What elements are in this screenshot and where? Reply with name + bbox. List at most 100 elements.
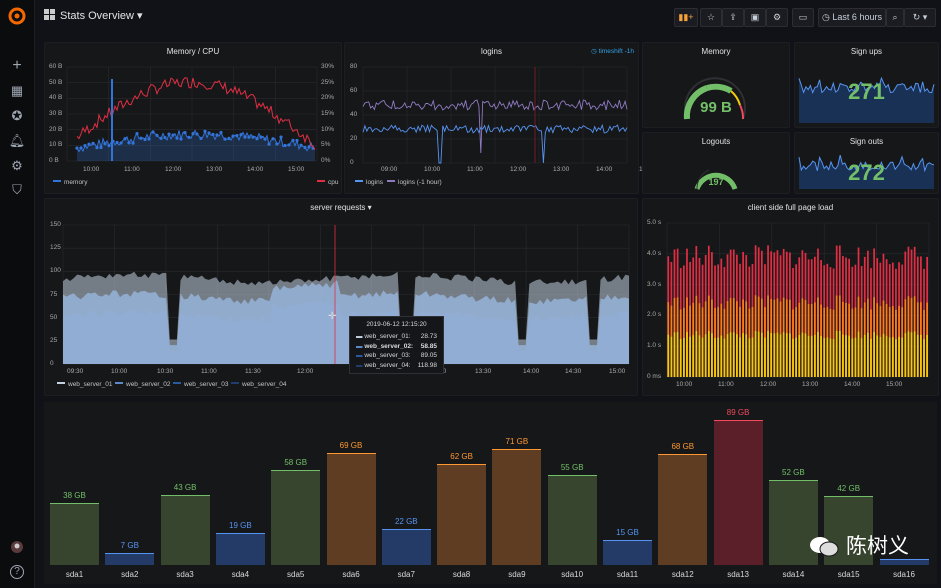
signups-value: 271 [848,79,885,104]
disk-bar[interactable] [50,502,99,565]
tooltip-series-value: 118.98 [417,361,437,369]
grafana-logo-icon[interactable] [0,6,34,29]
axis-tick-label: 0 ms [647,373,662,380]
zoom-out-icon[interactable]: ⌕ [886,8,904,27]
disk-bar[interactable] [492,449,542,565]
legend-web-server[interactable]: web_server_04 [231,381,286,388]
axis-tick-label: 0 [50,360,54,367]
axis-tick-label: 09:30 [67,368,84,375]
legend-logins[interactable]: logins [355,179,383,186]
disk-bar[interactable] [326,452,376,565]
legend-label: web_server_03 [184,381,229,388]
page-load-graph[interactable] [643,199,938,395]
axis-tick-label: 10 B [49,141,63,149]
load-bar-yellow [895,339,897,377]
legend-web-server[interactable]: web_server_02 [115,381,170,388]
cpu-series-line [76,77,316,150]
save-icon[interactable]: ▣ [744,8,766,27]
timeshift-info: ◷ timeshift -1h [591,47,634,55]
disk-bar[interactable] [105,552,155,565]
disk-bar[interactable] [271,470,321,565]
legend-label: web_server_01 [68,381,113,388]
axis-tick-label: 75 [50,290,58,298]
load-bar-yellow [820,336,822,377]
axis-tick-label: 60 [350,87,358,94]
disk-bar[interactable] [879,559,929,565]
disk-bar-value: 55 GB [560,463,584,473]
axis-tick-label: 0 B [49,157,59,164]
axis-tick-label: 0% [321,157,331,164]
axis-tick-label: 13:30 [475,368,492,375]
legend-web-server[interactable]: web_server_01 [57,381,112,388]
server-requests-graph[interactable]: ✛ [45,199,637,395]
dashboards-icon[interactable]: ▦ [10,83,24,98]
tooltip-series-name: web_server_01: [364,333,411,340]
signouts-value: 272 [848,160,885,185]
load-bar-yellow [923,339,925,377]
legend-label: cpu [328,179,339,186]
memory-area [77,130,315,161]
help-icon[interactable]: ? [0,565,34,579]
dashboard-picker[interactable]: Stats Overview ▾ [44,9,143,22]
load-bar-yellow [782,332,785,377]
disk-bar[interactable] [713,420,763,565]
disk-bar[interactable] [547,475,597,565]
load-bar-yellow [873,332,875,377]
legend-memory[interactable]: memory [53,179,87,186]
plus-icon[interactable]: + [12,57,22,74]
load-bar-yellow [773,333,776,377]
disk-bar[interactable] [658,454,708,565]
panel-title: Memory [701,47,731,56]
load-bar-yellow [742,333,744,377]
panel-title[interactable]: server requests ▾ [45,203,637,212]
load-bar-yellow [723,338,726,377]
caret-down-icon: ▾ [137,10,143,22]
memory-cpu-graph[interactable] [45,43,341,193]
disk-bar-name: sda3 [176,570,194,579]
settings-gear-icon[interactable]: ⚙ [766,8,788,27]
legend-web-server[interactable]: web_server_03 [173,381,228,388]
alerting-icon[interactable]: 🔔︎ [8,133,26,148]
disk-bar[interactable] [215,533,265,565]
sparkline-line [798,154,935,173]
signouts-sparkline [798,154,935,189]
disk-bar[interactable] [160,494,210,565]
axis-tick-label: 14:00 [596,166,613,173]
time-picker-button[interactable]: ◷ Last 6 hours [818,8,886,27]
load-bar-yellow [842,334,844,377]
refresh-button[interactable]: ↻ ▾ [904,8,936,27]
disk-bar[interactable] [603,539,652,565]
tooltip-series-name: web_server_02: [364,342,414,350]
load-bar-yellow [779,334,782,377]
add-panel-button[interactable]: ▮▮+ [674,8,698,27]
server-requests-panel: server requests ▾ 150 125 100 75 50 25 0 09:30 1… [44,198,638,396]
axis-tick-label: 10:00 [676,381,693,388]
legend-label: memory [64,179,88,186]
axis-tick-label: 50 B [49,78,63,86]
logins-graph[interactable] [345,43,638,193]
shield-icon[interactable]: ⛉ [12,182,22,197]
star-icon[interactable]: ☆ [700,8,722,27]
load-bar-yellow [867,332,869,377]
axis-tick-label: 13:00 [553,166,570,173]
panel-title: Sign outs [849,137,884,146]
crosshair-icon: ✛ [328,311,336,322]
load-bar-yellow [739,337,741,377]
legend-cpu[interactable]: cpu [317,179,338,186]
axis-tick-label: 10:30 [157,368,174,375]
load-bar-yellow [810,335,813,377]
legend-label: web_server_02 [126,381,171,388]
tv-mode-icon[interactable]: ▭ [792,8,814,27]
sparkline-area [799,155,934,189]
config-icon[interactable]: ⚙ [11,158,23,173]
disk-bar[interactable] [381,528,431,565]
share-icon[interactable]: ⇪ [722,8,744,27]
axis-tick-label: 5% [321,141,331,149]
disk-bar[interactable] [437,464,487,565]
legend-label: logins (-1 hour) [398,179,442,186]
explore-icon[interactable]: ✪ [11,108,23,123]
disk-bar-value: 7 GB [120,540,139,550]
disk-bar[interactable] [768,480,818,565]
legend-logins-1h[interactable]: logins (-1 hour) [387,179,442,186]
avatar[interactable] [0,540,34,557]
